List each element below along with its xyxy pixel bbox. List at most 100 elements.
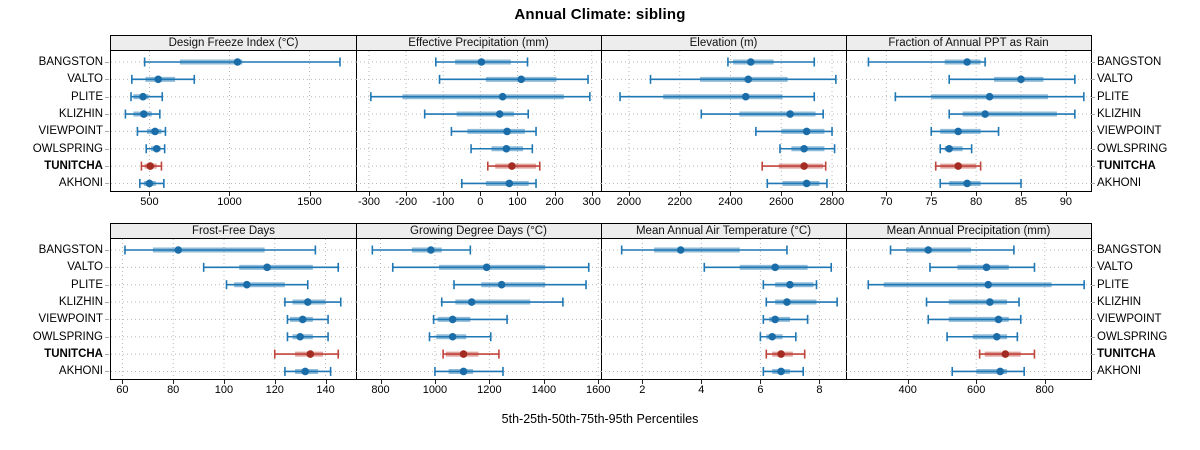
strip-row: Frost-Free Days Growing Degree Days (°C) M… <box>110 223 1092 239</box>
percentile-row-akhoni <box>284 366 332 376</box>
row-tick-mark <box>105 336 109 338</box>
x-tick-mark <box>1044 380 1046 384</box>
x-tick-label: 80 <box>167 384 180 396</box>
panel-divider <box>356 36 357 50</box>
median-dot <box>954 162 962 170</box>
percentile-row-akhoni <box>762 366 804 376</box>
percentile-row-valto <box>391 262 590 272</box>
site-label-left-klizhin: KLIZHIN <box>58 296 103 309</box>
strip-title: Effective Precipitation (mm) <box>408 37 549 49</box>
strip-title: Frost-Free Days <box>191 225 276 237</box>
percentile-row-bangston <box>371 245 472 255</box>
x-tick-mark <box>554 192 556 196</box>
site-label-left-valto: VALTO <box>67 261 103 274</box>
row-tick-mark <box>1091 79 1095 81</box>
median-dot <box>741 92 750 101</box>
x-tick-mark <box>443 192 445 196</box>
panel-mean-annual-air-temperature-c- <box>601 239 846 379</box>
median-dot <box>233 58 242 66</box>
x-tick-mark <box>931 192 933 196</box>
percentile-row-klizhin <box>284 297 342 307</box>
x-tick-label: 100 <box>214 384 234 396</box>
percentile-row-tunitcha <box>442 349 500 359</box>
chart-title: Annual Climate: sibling <box>514 6 686 23</box>
x-tick-label: 1600 <box>586 384 611 396</box>
x-tick-mark <box>591 192 593 196</box>
percentile-row-plite <box>762 280 818 290</box>
panel-frost-free-days <box>111 239 356 379</box>
percentile-row-tunitcha <box>140 161 163 171</box>
median-dot <box>154 75 163 84</box>
x-tick-label: 1200 <box>477 384 502 396</box>
median-dot <box>298 315 307 324</box>
x-tick-mark <box>832 192 834 196</box>
site-label-left-tunitcha: TUNITCHA <box>44 348 103 361</box>
x-tick-label: 2 <box>639 384 646 396</box>
median-dot <box>963 179 971 188</box>
percentile-row-plite <box>619 92 816 102</box>
median-dot <box>495 110 504 118</box>
x-tick-mark <box>149 192 151 196</box>
panel-divider <box>846 224 847 238</box>
percentile-row-owlspring <box>779 144 836 154</box>
x-tick-mark <box>730 192 732 196</box>
x-tick-label: 1400 <box>531 384 557 396</box>
percentile-row-akhoni <box>951 366 1025 376</box>
percentile-row-owlspring <box>946 332 1019 342</box>
x-tick-mark <box>406 192 408 196</box>
row-tick-mark <box>105 183 109 185</box>
median-dot <box>502 144 511 153</box>
site-label-left-viewpoint: VIEWPOINT <box>38 313 103 326</box>
site-label-left-tunitcha: TUNITCHA <box>44 160 103 173</box>
percentile-row-klizhin <box>423 109 530 119</box>
percentile-row-valto <box>438 74 589 84</box>
median-dot <box>802 179 811 188</box>
x-tick-label: -200 <box>395 196 418 208</box>
row-tick-mark <box>105 302 109 304</box>
x-tick-label: 0 <box>477 196 484 208</box>
panel-divider <box>356 224 357 238</box>
x-tick-mark <box>598 380 600 384</box>
median-dot <box>448 315 457 324</box>
percentile-row-plite <box>867 280 1085 290</box>
x-tick-mark <box>701 380 703 384</box>
percentile-row-klizhin <box>440 297 564 307</box>
x-tick-mark <box>480 192 482 196</box>
median-dot <box>768 332 777 341</box>
x-tick-mark <box>781 192 783 196</box>
median-dot <box>174 246 183 254</box>
median-dot <box>994 315 1003 324</box>
median-dot <box>146 162 155 170</box>
percentile-row-bangston <box>435 57 529 67</box>
median-dot <box>243 280 251 289</box>
site-label-left-akhoni: AKHONI <box>58 365 103 378</box>
x-tick-mark <box>976 380 978 384</box>
row-tick-mark <box>105 284 109 286</box>
median-dot <box>459 350 468 358</box>
panel-divider <box>846 51 847 191</box>
site-label-left-owlspring: OWLSPRING <box>32 142 103 155</box>
median-dot <box>945 144 954 153</box>
x-tick-label: 500 <box>140 196 159 208</box>
percentile-row-akhoni <box>460 178 537 188</box>
site-label-left-bangston: BANGSTON <box>38 56 103 68</box>
median-dot <box>467 298 476 306</box>
median-dot <box>777 367 785 376</box>
row-tick-mark <box>105 62 109 63</box>
median-dot <box>306 350 315 358</box>
percentile-row-plite <box>894 92 1085 102</box>
median-dot <box>985 92 994 101</box>
x-tick-label: 80 <box>970 196 983 208</box>
row-tick-mark <box>105 250 109 251</box>
site-label-left-valto: VALTO <box>67 73 103 86</box>
percentile-row-owlspring <box>286 332 329 342</box>
median-dot <box>263 263 271 272</box>
row-tick-mark <box>1091 166 1095 168</box>
x-tick-mark <box>368 192 370 196</box>
row-tick-mark <box>1091 267 1095 269</box>
x-tick-label: -300 <box>357 196 380 208</box>
percentile-row-tunitcha <box>486 161 541 171</box>
median-dot <box>427 246 435 254</box>
row-tick-mark <box>1091 62 1095 63</box>
